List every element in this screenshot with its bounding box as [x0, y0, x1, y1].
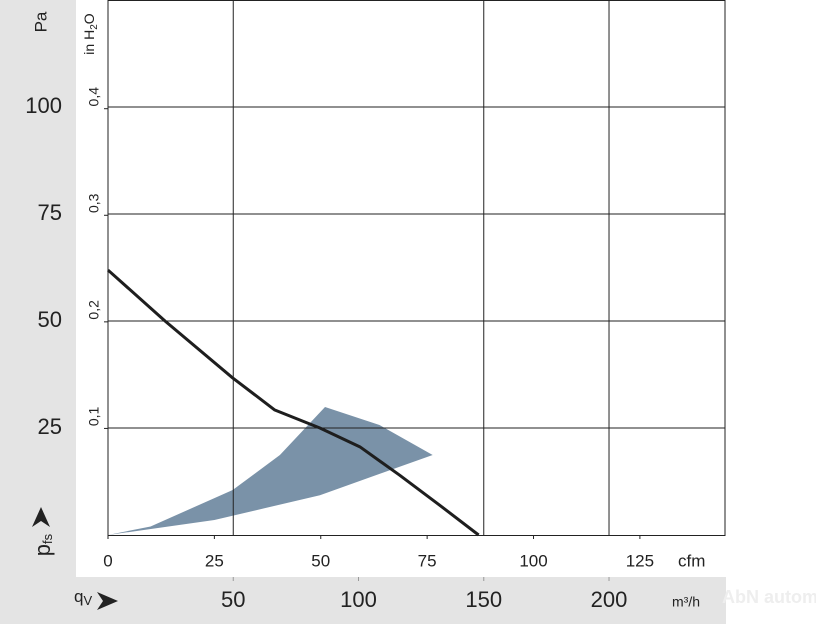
- x-arrow: [97, 592, 118, 610]
- x-tick-label: 50: [311, 551, 330, 570]
- x-tick-label: 25: [205, 551, 224, 570]
- y2-label-sub: 2: [89, 24, 100, 30]
- plot-frame: [107, 0, 726, 536]
- y2-tick-label: 0,3: [86, 193, 102, 213]
- x-tick-label: 100: [519, 551, 547, 570]
- operating-range: [108, 407, 433, 535]
- y2-tick-label: 0,4: [86, 87, 102, 107]
- fan-curve: [107, 268, 480, 537]
- x-tick-label: 125: [626, 551, 654, 570]
- x2-tick-label: 200: [591, 587, 628, 612]
- y2-tick-label: 0,2: [86, 300, 102, 320]
- y2-label: in H2O: [81, 13, 100, 54]
- x-symbol-sub: V: [83, 593, 92, 608]
- y-tick-label: 100: [25, 93, 62, 118]
- x-symbol: qV: [74, 587, 92, 608]
- left-band: [0, 0, 76, 577]
- x-symbol-text: q: [74, 587, 83, 606]
- y-tick-label: 25: [38, 414, 62, 439]
- y-symbol-sub: fs: [40, 533, 55, 544]
- x-label: cfm: [678, 551, 705, 570]
- x2-tick-label: 100: [340, 587, 377, 612]
- y-tick-label: 75: [38, 200, 62, 225]
- y2-label-end: O: [81, 13, 97, 24]
- plot-background: [76, 0, 726, 577]
- watermark: AbN automation: [722, 587, 816, 607]
- x2-label: m³/h: [672, 594, 700, 610]
- x-tick-label: 0: [103, 551, 112, 570]
- y-arrow: [32, 507, 50, 527]
- y-symbol-text: p: [30, 544, 55, 556]
- y-symbol: pfs: [30, 533, 56, 556]
- x2-tick-label: 50: [221, 587, 245, 612]
- y-tick-label: 50: [38, 307, 62, 332]
- y2-label-text: in H: [81, 30, 97, 55]
- x-tick-label: 75: [418, 551, 437, 570]
- bottom-band: [0, 577, 726, 624]
- y2-tick-label: 0,1: [86, 406, 102, 426]
- y-label: Pa: [31, 11, 50, 32]
- x2-tick-label: 150: [465, 587, 502, 612]
